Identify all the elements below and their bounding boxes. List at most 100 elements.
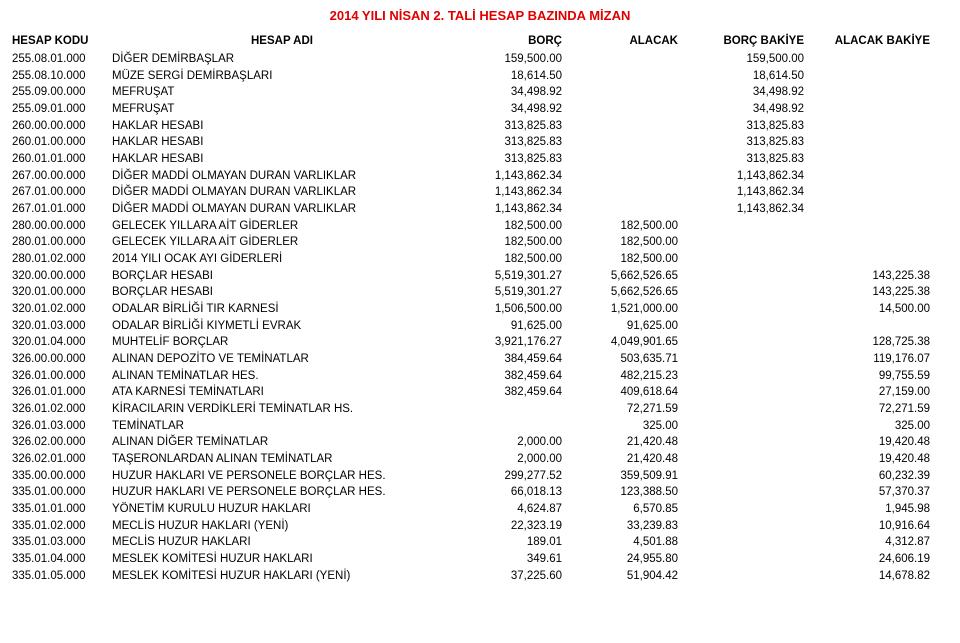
- cell-debit: 3,921,176.27: [452, 334, 568, 351]
- cell-credit-bal: [810, 134, 936, 151]
- cell-debit-bal: [684, 484, 810, 501]
- cell-debit: 299,277.52: [452, 468, 568, 485]
- cell-name: HUZUR HAKLARI VE PERSONELE BORÇLAR HES.: [112, 468, 452, 485]
- cell-debit-bal: [684, 434, 810, 451]
- cell-credit-bal: 24,606.19: [810, 551, 936, 568]
- cell-name: MUHTELİF BORÇLAR: [112, 334, 452, 351]
- cell-name: HAKLAR HESABI: [112, 151, 452, 168]
- cell-debit: 34,498.92: [452, 101, 568, 118]
- cell-code: 260.01.00.000: [12, 134, 112, 151]
- cell-debit: 34,498.92: [452, 84, 568, 101]
- cell-debit: 313,825.83: [452, 134, 568, 151]
- cell-credit: 51,904.42: [568, 568, 684, 585]
- cell-debit-bal: [684, 568, 810, 585]
- cell-code: 326.01.03.000: [12, 418, 112, 435]
- table-row: 280.00.00.000GELECEK YILLARA AİT GİDERLE…: [12, 218, 948, 235]
- cell-debit: 2,000.00: [452, 451, 568, 468]
- cell-debit-bal: 313,825.83: [684, 118, 810, 135]
- table-row: 320.01.03.000ODALAR BİRLİĞİ KIYMETLİ EVR…: [12, 318, 948, 335]
- table-row: 326.02.00.000ALINAN DİĞER TEMİNATLAR2,00…: [12, 434, 948, 451]
- cell-credit: 5,662,526.65: [568, 268, 684, 285]
- cell-code: 335.01.03.000: [12, 534, 112, 551]
- cell-code: 255.09.01.000: [12, 101, 112, 118]
- table-row: 335.01.04.000MESLEK KOMİTESİ HUZUR HAKLA…: [12, 551, 948, 568]
- cell-debit-bal: [684, 534, 810, 551]
- table-row: 326.01.00.000ALINAN TEMİNATLAR HES.382,4…: [12, 368, 948, 385]
- cell-code: 335.01.02.000: [12, 518, 112, 535]
- cell-credit: 24,955.80: [568, 551, 684, 568]
- cell-credit-bal: 14,500.00: [810, 301, 936, 318]
- cell-code: 267.01.00.000: [12, 184, 112, 201]
- cell-code: 326.01.01.000: [12, 384, 112, 401]
- hdr-debit-bal: BORÇ BAKİYE: [684, 35, 810, 47]
- cell-code: 280.00.00.000: [12, 218, 112, 235]
- cell-credit: [568, 201, 684, 218]
- cell-debit: 1,143,862.34: [452, 201, 568, 218]
- cell-name: DİĞER MADDİ OLMAYAN DURAN VARLIKLAR: [112, 184, 452, 201]
- cell-code: 326.02.01.000: [12, 451, 112, 468]
- cell-credit: [568, 151, 684, 168]
- cell-debit-bal: [684, 418, 810, 435]
- cell-code: 255.08.01.000: [12, 51, 112, 68]
- cell-debit: 66,018.13: [452, 484, 568, 501]
- cell-code: 326.02.00.000: [12, 434, 112, 451]
- cell-name: BORÇLAR HESABI: [112, 268, 452, 285]
- cell-credit-bal: 19,420.48: [810, 451, 936, 468]
- cell-code: 326.00.00.000: [12, 351, 112, 368]
- cell-debit-bal: [684, 318, 810, 335]
- cell-debit: 382,459.64: [452, 384, 568, 401]
- cell-code: 280.01.02.000: [12, 251, 112, 268]
- cell-credit-bal: 72,271.59: [810, 401, 936, 418]
- cell-debit-bal: [684, 251, 810, 268]
- cell-debit-bal: [684, 218, 810, 235]
- cell-credit-bal: 57,370.37: [810, 484, 936, 501]
- cell-credit: 72,271.59: [568, 401, 684, 418]
- cell-name: HAKLAR HESABI: [112, 134, 452, 151]
- cell-debit-bal: [684, 551, 810, 568]
- cell-credit: 123,388.50: [568, 484, 684, 501]
- cell-debit: 159,500.00: [452, 51, 568, 68]
- cell-debit: 382,459.64: [452, 368, 568, 385]
- cell-credit-bal: 143,225.38: [810, 284, 936, 301]
- cell-credit-bal: [810, 151, 936, 168]
- page-title: 2014 YILI NİSAN 2. TALİ HESAP BAZINDA Mİ…: [12, 8, 948, 23]
- cell-credit: 4,501.88: [568, 534, 684, 551]
- cell-credit-bal: [810, 101, 936, 118]
- table-row: 255.09.01.000MEFRUŞAT34,498.9234,498.92: [12, 101, 948, 118]
- table-row: 320.00.00.000BORÇLAR HESABI5,519,301.275…: [12, 268, 948, 285]
- cell-code: 320.00.00.000: [12, 268, 112, 285]
- cell-debit-bal: 34,498.92: [684, 101, 810, 118]
- cell-code: 320.01.00.000: [12, 284, 112, 301]
- cell-credit: 33,239.83: [568, 518, 684, 535]
- cell-name: DİĞER MADDİ OLMAYAN DURAN VARLIKLAR: [112, 168, 452, 185]
- table-row: 335.01.05.000MESLEK KOMİTESİ HUZUR HAKLA…: [12, 568, 948, 585]
- cell-debit-bal: 159,500.00: [684, 51, 810, 68]
- cell-code: 335.01.04.000: [12, 551, 112, 568]
- table-row: 260.01.00.000HAKLAR HESABI313,825.83313,…: [12, 134, 948, 151]
- cell-debit: 313,825.83: [452, 151, 568, 168]
- cell-debit: 182,500.00: [452, 218, 568, 235]
- cell-credit: 325.00: [568, 418, 684, 435]
- cell-code: 326.01.02.000: [12, 401, 112, 418]
- table-header: HESAP KODU HESAP ADI BORÇ ALACAK BORÇ BA…: [12, 35, 948, 47]
- cell-credit-bal: 19,420.48: [810, 434, 936, 451]
- cell-debit-bal: [684, 501, 810, 518]
- hdr-debit: BORÇ: [452, 35, 568, 47]
- cell-name: ALINAN DEPOZİTO VE TEMİNATLAR: [112, 351, 452, 368]
- cell-code: 255.09.00.000: [12, 84, 112, 101]
- table-row: 280.01.02.0002014 YILI OCAK AYI GİDERLER…: [12, 251, 948, 268]
- cell-name: ODALAR BİRLİĞİ TIR KARNESİ: [112, 301, 452, 318]
- cell-name: ATA KARNESİ TEMİNATLARI: [112, 384, 452, 401]
- table-row: 255.08.10.000MÜZE SERGİ DEMİRBAŞLARI18,6…: [12, 68, 948, 85]
- cell-debit: 37,225.60: [452, 568, 568, 585]
- table-row: 335.01.02.000MECLİS HUZUR HAKLARI (YENİ)…: [12, 518, 948, 535]
- cell-credit: 182,500.00: [568, 234, 684, 251]
- cell-debit: 349.61: [452, 551, 568, 568]
- cell-debit-bal: [684, 284, 810, 301]
- cell-debit: [452, 418, 568, 435]
- cell-debit: 189.01: [452, 534, 568, 551]
- cell-credit: [568, 68, 684, 85]
- cell-credit: 1,521,000.00: [568, 301, 684, 318]
- cell-name: ALINAN DİĞER TEMİNATLAR: [112, 434, 452, 451]
- cell-debit: 5,519,301.27: [452, 284, 568, 301]
